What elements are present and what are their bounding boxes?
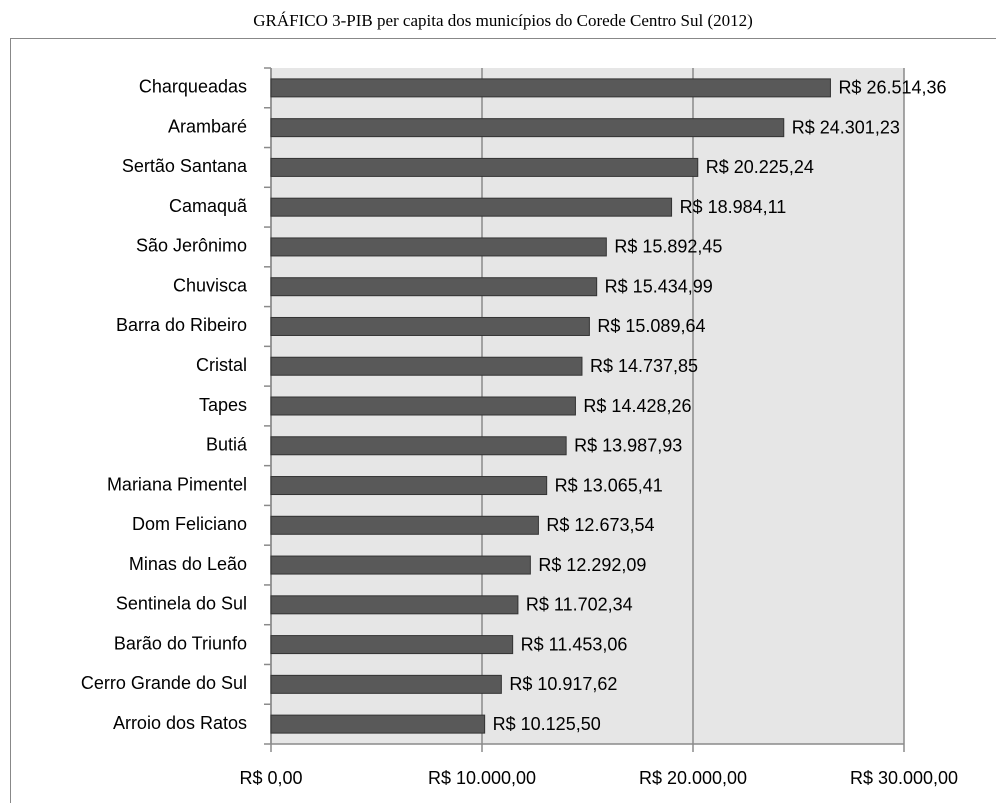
bar [270, 595, 519, 615]
y-tick-label: Mariana Pimentel [107, 474, 247, 494]
data-label: R$ 14.428,26 [583, 396, 691, 416]
y-tick-label: Dom Feliciano [132, 514, 247, 534]
data-label: R$ 13.065,41 [555, 475, 663, 495]
bar [270, 714, 486, 734]
data-label: R$ 18.984,11 [680, 197, 787, 217]
bar [270, 476, 548, 496]
bar [270, 78, 831, 98]
y-tick-label: Barra do Ribeiro [116, 315, 247, 335]
data-label: R$ 12.673,54 [546, 515, 654, 535]
bar [270, 118, 785, 138]
bar [270, 237, 607, 257]
bar [270, 436, 567, 456]
y-tick-label: São Jerônimo [136, 236, 247, 256]
bar [270, 197, 673, 217]
chart-title: GRÁFICO 3-PIB per capita dos municípios … [253, 11, 753, 30]
y-tick-label: Cerro Grande do Sul [81, 673, 247, 693]
bar [270, 157, 699, 177]
data-label: R$ 10.917,62 [509, 674, 617, 694]
y-tick-label: Chuvisca [173, 275, 248, 295]
data-label: R$ 15.434,99 [605, 276, 713, 296]
x-tick-label: R$ 30.000,00 [850, 768, 958, 788]
x-tick-label: R$ 10.000,00 [428, 768, 536, 788]
x-tick-label: R$ 20.000,00 [639, 768, 747, 788]
y-tick-label: Arroio dos Ratos [113, 713, 247, 733]
data-label: R$ 26.514,36 [838, 78, 946, 98]
data-label: R$ 14.737,85 [590, 356, 698, 376]
data-label: R$ 20.225,24 [706, 157, 814, 177]
bar [270, 674, 502, 694]
y-tick-label: Charqueadas [139, 77, 247, 97]
y-tick-label: Minas do Leão [129, 554, 247, 574]
y-tick-label: Butiá [206, 435, 248, 455]
data-label: R$ 11.702,34 [526, 595, 633, 615]
data-label: R$ 15.089,64 [597, 316, 705, 336]
data-label: R$ 13.987,93 [574, 436, 682, 456]
y-tick-label: Barão do Triunfo [114, 633, 247, 653]
data-label: R$ 10.125,50 [493, 714, 601, 734]
bar [270, 635, 514, 655]
y-tick-label: Sertão Santana [122, 156, 248, 176]
bar [270, 396, 576, 416]
y-tick-label: Cristal [196, 355, 247, 375]
bar [270, 356, 583, 376]
data-label: R$ 11.453,06 [521, 634, 628, 654]
bar [270, 277, 598, 297]
chart-frame [10, 38, 996, 803]
bar [270, 555, 531, 575]
data-label: R$ 24.301,23 [792, 117, 900, 137]
y-tick-label: Tapes [199, 395, 247, 415]
y-tick-label: Sentinela do Sul [116, 594, 247, 614]
y-tick-label: Camaquã [169, 196, 248, 216]
y-tick-label: Arambaré [168, 116, 247, 136]
data-label: R$ 15.892,45 [614, 237, 722, 257]
data-label: R$ 12.292,09 [538, 555, 646, 575]
x-tick-label: R$ 0,00 [239, 768, 302, 788]
bar [270, 515, 539, 535]
bar [270, 316, 590, 336]
